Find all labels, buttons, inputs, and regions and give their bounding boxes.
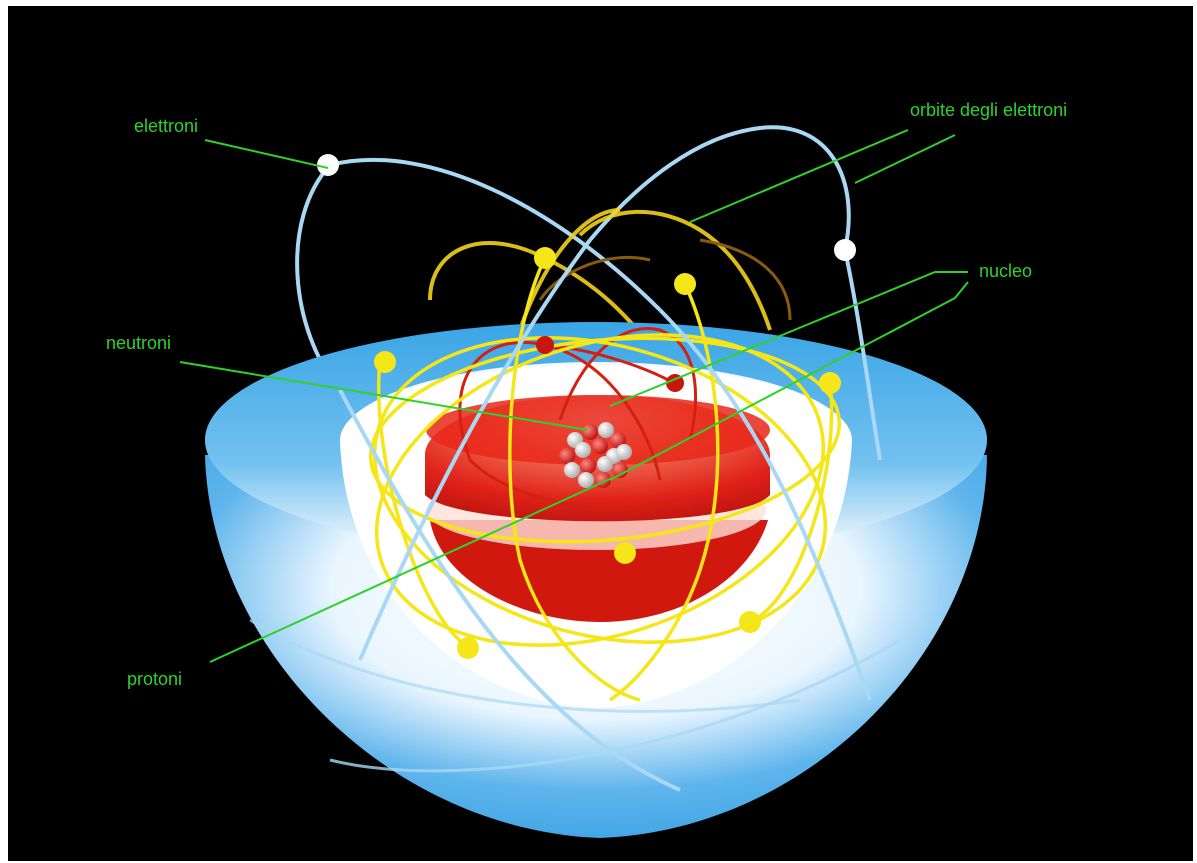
middle-orbits [368, 257, 842, 702]
electrons-outer [317, 154, 856, 261]
electron-inner-2 [666, 374, 684, 392]
electron-outer-2 [834, 239, 856, 261]
electron-middle-6 [457, 637, 479, 659]
label-nucleo: nucleo [979, 261, 1033, 281]
leader-orbite-1 [689, 129, 909, 223]
atom-diagram: elettroni orbite degli elettroni nucleo … [8, 6, 1193, 861]
electrons-inner [536, 336, 684, 392]
label-elettroni: elettroni [134, 116, 199, 136]
electron-middle-5 [614, 542, 636, 564]
middle-orbits-back-dark [538, 238, 792, 321]
electron-middle-2 [674, 273, 696, 295]
electron-middle-4 [819, 372, 841, 394]
nucleus-cluster [559, 422, 632, 488]
leader-protoni [209, 477, 613, 663]
electrons-middle [374, 247, 841, 659]
electron-middle-7 [739, 611, 761, 633]
label-neutroni: neutroni [106, 333, 172, 353]
leader-nucleo-2 [609, 281, 969, 481]
leader-neutroni [179, 361, 589, 431]
leader-nucleo-1 [609, 271, 968, 407]
electron-middle-3 [374, 351, 396, 373]
leader-orbite-2 [854, 134, 956, 184]
label-protoni: protoni [127, 669, 183, 689]
outer-orbits [249, 238, 901, 792]
label-orbite-degli-elettroni: orbite degli elettroni [910, 100, 1068, 120]
electron-middle-1 [534, 247, 556, 269]
electron-outer-1 [317, 154, 339, 176]
leader-elettroni [204, 139, 329, 169]
leader-lines [179, 129, 969, 663]
atom-illustration [179, 125, 987, 838]
electron-inner-1 [536, 336, 554, 354]
